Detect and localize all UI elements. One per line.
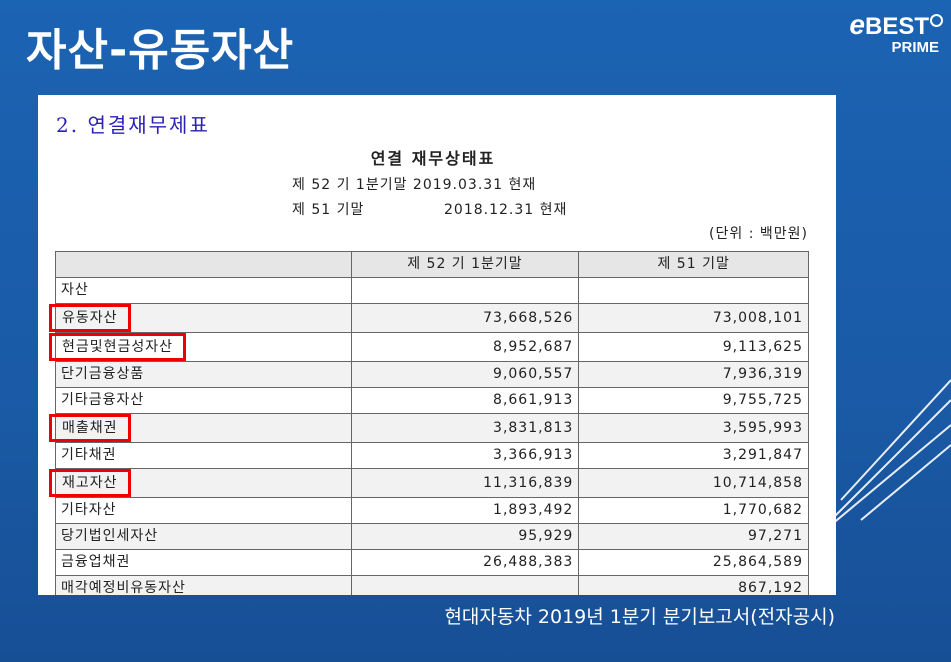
table-row: 유동자산 73,668,526 73,008,101 <box>49 303 809 333</box>
row-label-cell: 금융업채권 <box>55 549 352 576</box>
row-label-cell: 기타금융자산 <box>55 387 352 414</box>
row-label: 자산 <box>61 282 89 298</box>
table-row: 당기법인세자산 95,929 97,271 <box>55 523 809 550</box>
row-label: 당기법인세자산 <box>61 528 159 544</box>
slide-title: 자산-유동자산 <box>26 25 295 76</box>
table-row: 금융업채권 26,488,383 25,864,589 <box>55 549 809 576</box>
logo-ring-icon <box>930 14 943 27</box>
prior-period-value <box>578 277 809 304</box>
row-label: 매각예정비유동자산 <box>61 580 186 595</box>
current-period-value: 95,929 <box>350 523 580 550</box>
prior-period-value: 25,864,589 <box>578 549 809 576</box>
row-label-cell: 기타자산 <box>55 497 352 524</box>
current-period-value: 3,366,913 <box>350 442 580 469</box>
section-heading: 2. 연결재무제표 <box>56 113 210 137</box>
current-period-value: 9,060,557 <box>350 361 580 388</box>
unit-label: (단위 : 백만원) <box>709 226 808 242</box>
row-label-cell: 현금및현금성자산 <box>49 332 352 362</box>
prior-period-value: 7,936,319 <box>578 361 809 388</box>
period-prior-label: 제 51 기말 <box>292 202 365 218</box>
current-period-value: 11,316,839 <box>350 468 580 498</box>
logo-main-text: BEST <box>864 13 929 40</box>
ebest-prime-logo: eBEST PRIME <box>823 9 943 72</box>
prior-period-value: 3,291,847 <box>578 442 809 469</box>
row-label: 단기금융상품 <box>61 366 145 382</box>
table-row: 현금및현금성자산 8,952,687 9,113,625 <box>49 332 809 362</box>
current-period-value: 8,661,913 <box>350 387 580 414</box>
current-period-value: 8,952,687 <box>350 332 580 362</box>
current-period-value <box>350 277 580 304</box>
prior-period-value: 73,008,101 <box>578 303 809 333</box>
prior-period-value: 3,595,993 <box>578 413 809 443</box>
header-prior-period: 제 51 기말 <box>578 251 809 278</box>
table-row: 재고자산 11,316,839 10,714,858 <box>49 468 809 498</box>
row-label: 기타금융자산 <box>61 392 145 408</box>
row-label: 기타채권 <box>61 447 117 463</box>
current-period-value: 3,831,813 <box>350 413 580 443</box>
logo-sub-text: PRIME <box>891 39 939 56</box>
highlighted-row-label: 매출채권 <box>49 414 131 442</box>
table-row: 기타자산 1,893,492 1,770,682 <box>55 497 809 524</box>
row-label-cell: 자산 <box>55 277 352 304</box>
table-row: 매출채권 3,831,813 3,595,993 <box>49 413 809 443</box>
period-current: 제 52 기 1분기말 2019.03.31 현재 <box>292 177 537 193</box>
highlighted-row-label: 재고자산 <box>49 469 131 497</box>
prior-period-value: 9,113,625 <box>578 332 809 362</box>
row-label-cell: 매출채권 <box>49 413 352 443</box>
header-current-period: 제 52 기 1분기말 <box>350 251 580 278</box>
document-page: 2. 연결재무제표 연결 재무상태표 제 52 기 1분기말 2019.03.3… <box>38 95 836 595</box>
current-period-value: 26,488,383 <box>350 549 580 576</box>
row-label-cell: 매각예정비유동자산 <box>55 575 352 595</box>
prior-period-value: 97,271 <box>578 523 809 550</box>
highlighted-row-label: 현금및현금성자산 <box>49 333 187 361</box>
table-row: 기타채권 3,366,913 3,291,847 <box>55 442 809 469</box>
source-caption: 현대자동차 2019년 1분기 분기보고서(전자공시) <box>444 606 835 628</box>
prior-period-value: 9,755,725 <box>578 387 809 414</box>
current-period-value: 73,668,526 <box>350 303 580 333</box>
logo-e: e <box>849 9 865 40</box>
prior-period-value: 1,770,682 <box>578 497 809 524</box>
table-row: 기타금융자산 8,661,913 9,755,725 <box>55 387 809 414</box>
current-period-value: 1,893,492 <box>350 497 580 524</box>
table-header-row: 제 52 기 1분기말 제 51 기말 <box>55 251 809 278</box>
row-label-cell: 재고자산 <box>49 468 352 498</box>
period-prior-date: 2018.12.31 현재 <box>444 202 568 218</box>
statement-title: 연결 재무상태표 <box>370 149 496 168</box>
row-label-cell: 유동자산 <box>49 303 352 333</box>
table-row: 자산 <box>55 277 809 304</box>
table-row: 매각예정비유동자산 867,192 <box>55 575 809 595</box>
row-label-cell: 당기법인세자산 <box>55 523 352 550</box>
row-label-cell: 단기금융상품 <box>55 361 352 388</box>
table-row: 단기금융상품 9,060,557 7,936,319 <box>55 361 809 388</box>
row-label: 기타자산 <box>61 502 117 518</box>
highlighted-row-label: 유동자산 <box>49 304 131 332</box>
prior-period-value: 867,192 <box>578 575 809 595</box>
current-period-value <box>350 575 580 595</box>
prior-period-value: 10,714,858 <box>578 468 809 498</box>
row-label: 금융업채권 <box>61 554 131 570</box>
row-label-cell: 기타채권 <box>55 442 352 469</box>
header-item <box>55 251 352 278</box>
